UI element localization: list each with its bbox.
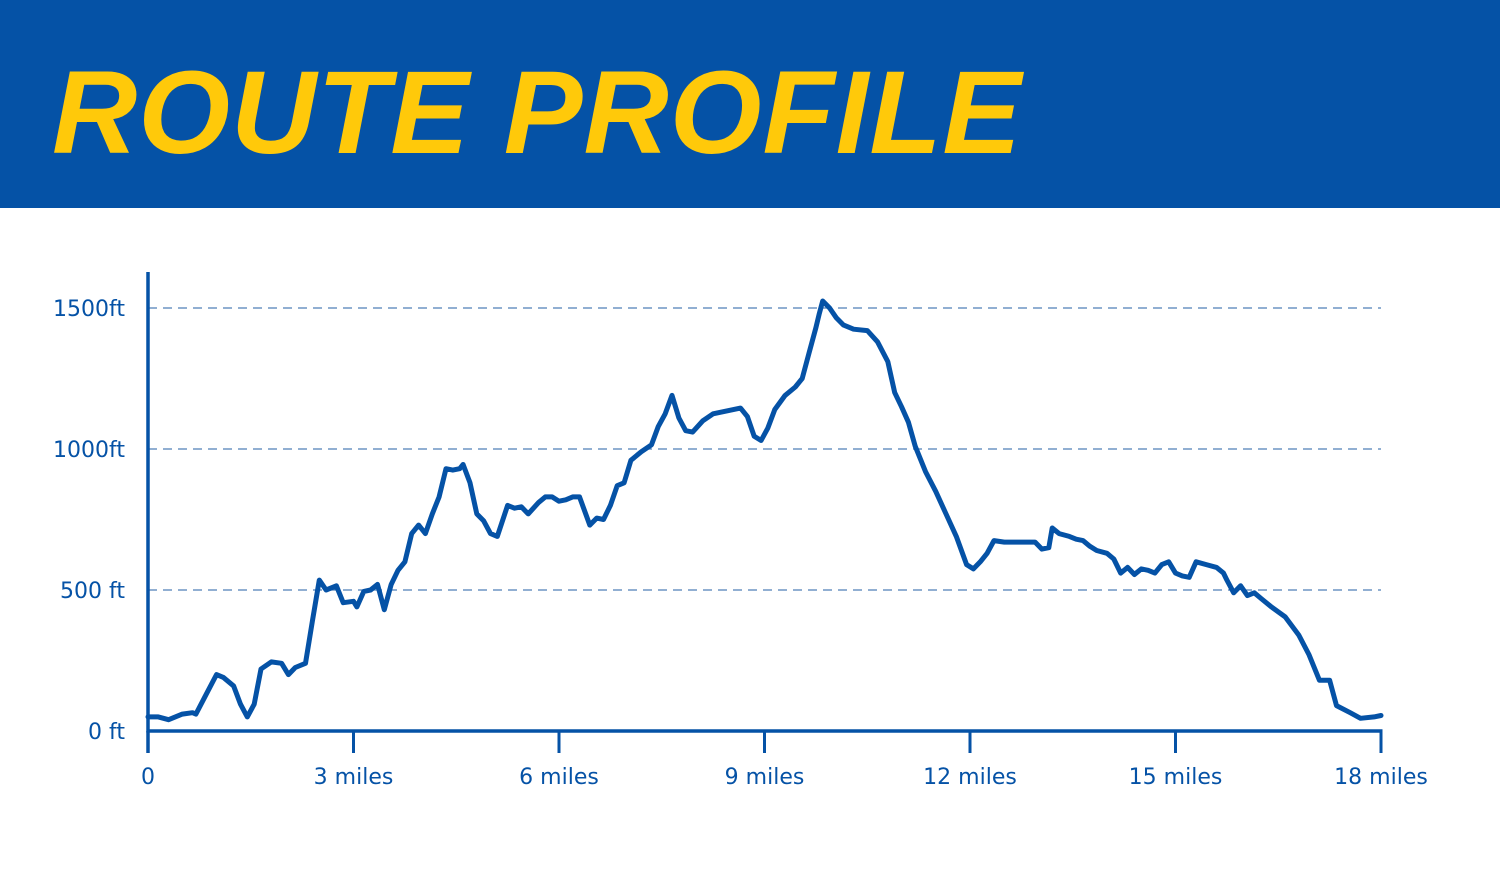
x-tick-label-3: 9 miles bbox=[725, 765, 805, 790]
y-tick-label-2: 1000ft bbox=[53, 438, 125, 463]
x-tick-label-4: 12 miles bbox=[923, 765, 1017, 790]
x-tick-label-6: 18 miles bbox=[1334, 765, 1428, 790]
page-title: ROUTE PROFILE bbox=[52, 47, 1023, 179]
x-tick-label-1: 3 miles bbox=[314, 765, 394, 790]
x-tick-label-5: 15 miles bbox=[1129, 765, 1223, 790]
y-tick-label-0: 0 ft bbox=[88, 720, 125, 745]
tick-labels: 0 3 miles 6 miles 9 miles 12 miles 15 miles 18… bbox=[53, 297, 1428, 790]
y-tick-label-3: 1500ft bbox=[53, 297, 125, 322]
x-tick-label-0: 0 bbox=[141, 765, 155, 790]
elevation-series bbox=[145, 298, 1384, 723]
x-tick-label-2: 6 miles bbox=[519, 765, 599, 790]
y-tick-label-1: 500 ft bbox=[60, 579, 125, 604]
title-banner: ROUTE PROFILE bbox=[0, 0, 1500, 208]
axes bbox=[146, 272, 1383, 753]
elevation-line-0 bbox=[145, 298, 1384, 723]
grid-lines bbox=[148, 307, 1381, 591]
